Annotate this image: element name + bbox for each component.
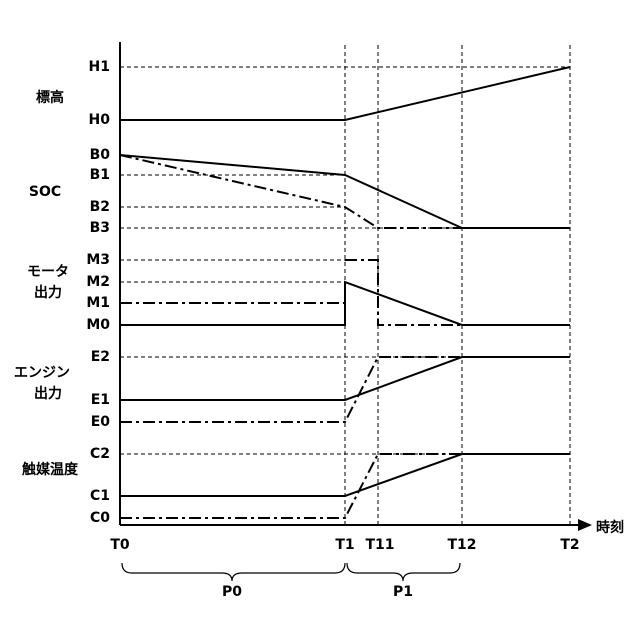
level-label: M3 bbox=[86, 252, 110, 268]
level-label: B1 bbox=[90, 167, 110, 183]
time-axis-label: 時刻 bbox=[596, 519, 624, 536]
time-label: T1 bbox=[335, 537, 354, 553]
level-label: M1 bbox=[86, 295, 110, 311]
level-label: M0 bbox=[86, 317, 110, 333]
level-label: C2 bbox=[90, 446, 110, 462]
time-label: T0 bbox=[110, 537, 130, 553]
period-label: P0 bbox=[222, 584, 242, 600]
level-label: C0 bbox=[90, 510, 110, 526]
time-label: T11 bbox=[365, 537, 394, 553]
time-label: T2 bbox=[560, 537, 579, 553]
level-label: C1 bbox=[90, 488, 110, 504]
row-label: 触媒温度 bbox=[21, 461, 79, 478]
level-label: B3 bbox=[90, 220, 110, 236]
level-label: E1 bbox=[91, 392, 110, 408]
level-label: E2 bbox=[91, 349, 110, 365]
level-label: B0 bbox=[90, 147, 111, 163]
dashdot-traces bbox=[120, 155, 462, 518]
level-label: B2 bbox=[90, 199, 110, 215]
level-label: E0 bbox=[91, 414, 111, 430]
level-label: M2 bbox=[86, 274, 110, 290]
row-label: 出力 bbox=[34, 284, 62, 301]
row-label: モータ bbox=[27, 264, 69, 280]
level-label: H1 bbox=[89, 59, 110, 75]
row-label: SOC bbox=[29, 184, 61, 200]
period-label: P1 bbox=[393, 584, 413, 600]
row-label: 出力 bbox=[34, 385, 62, 402]
level-label: H0 bbox=[89, 112, 111, 128]
arrow-head bbox=[578, 519, 592, 531]
timing-chart: 標高 SOC モータ 出力 エンジン 出力 触媒温度 H1 H0 B0 B1 B… bbox=[0, 0, 640, 640]
time-label: T12 bbox=[447, 537, 476, 553]
row-label: エンジン bbox=[14, 365, 70, 381]
row-label: 標高 bbox=[36, 89, 64, 106]
brace-p1 bbox=[347, 563, 460, 581]
brace-p0 bbox=[122, 563, 345, 581]
